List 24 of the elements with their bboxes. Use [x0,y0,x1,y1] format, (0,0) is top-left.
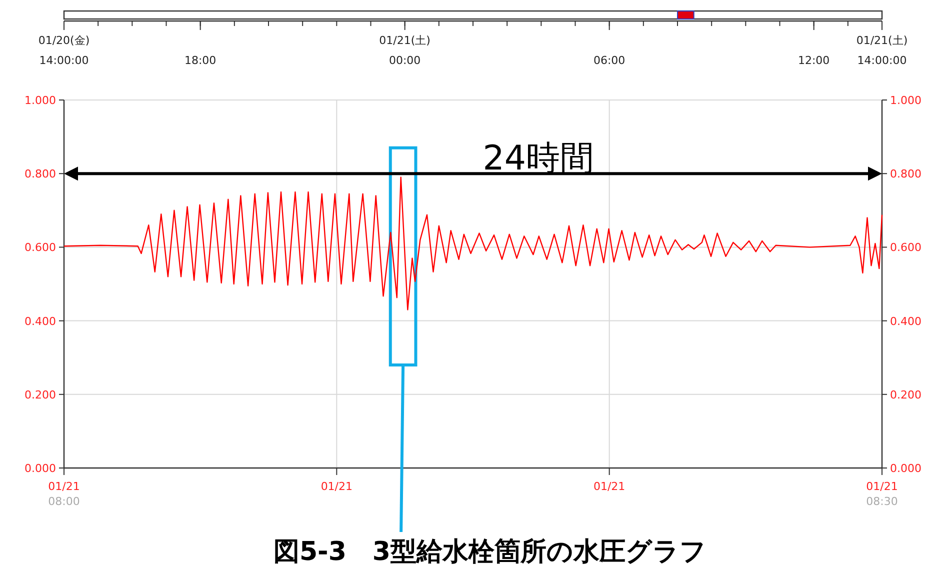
x-tick-label: 01/21(土) 00:00 [379,34,430,67]
x2-tick-label: 01/21 08:30 [866,480,898,508]
text: 0.800 [24,168,56,181]
annotation: 24時間 [482,138,594,179]
x-tick-label: 06:00 [593,54,626,67]
y-tick-label: 0.200 [890,388,922,402]
text: 0.200 [24,388,56,402]
x2-tick-label: 01/21 08:00 [48,480,80,508]
x-tick-label: 12:00 [798,54,830,67]
text: 1.000 [24,94,56,107]
y-tick-label: 0.000 [890,462,922,475]
x-tick-label: 18:00 [184,54,216,67]
x2-tick-label: 01/21 [320,480,353,493]
text: 0.600 [24,241,56,254]
y-tick-label: 0.400 [890,314,922,328]
text: 0.400 [24,314,56,328]
text: 0.000 [24,462,56,475]
x-tick-label: 01/20(金) 14:00:00 [38,34,90,67]
y-tick-label: 1.000 [890,94,922,107]
x2-tick-label: 01/21 [593,480,626,493]
y-tick-label: 0.600 [890,241,922,254]
x-tick-label: 01/21(土) 14:00:00 [856,34,908,67]
y-tick-label: 0.800 [890,168,922,181]
text: 図5-3 3型給水栓箇所の水圧グラフ [273,537,707,567]
